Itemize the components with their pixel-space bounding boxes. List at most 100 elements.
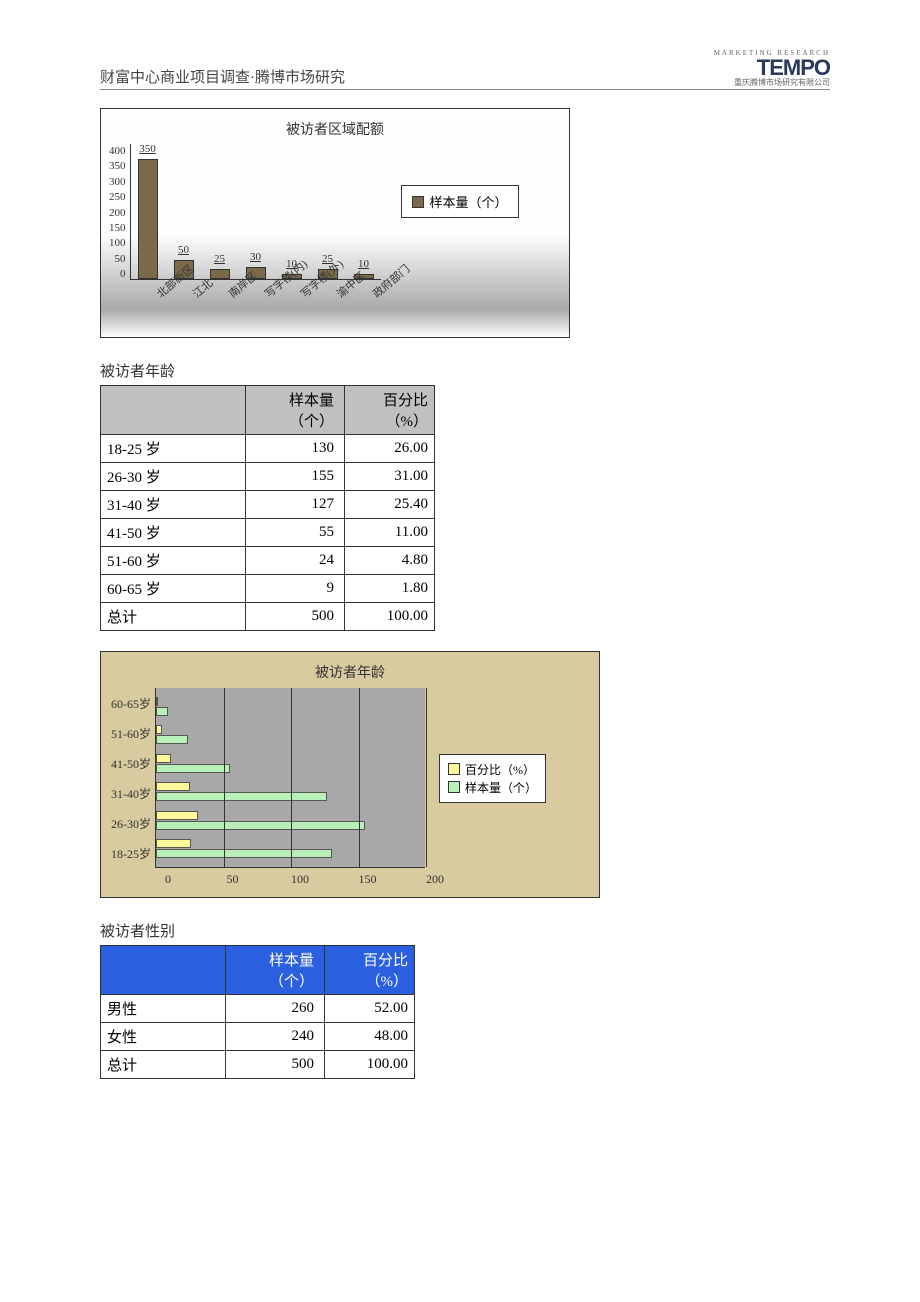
chart2-bar-pct: [156, 782, 190, 791]
table-header-cell: 样本量（个）: [246, 386, 345, 435]
legend-swatch-icon: [412, 196, 424, 208]
table-row: 26-30 岁15531.00: [101, 463, 435, 491]
chart2-plot: [155, 688, 425, 868]
region-quota-chart: 被访者区域配额 400350300250200150100500 3505025…: [100, 108, 570, 338]
logo: MARKETING RESEARCH TEMPO 重庆腾博市场研究有限公司: [714, 50, 830, 87]
table-cell: 31-40 岁: [101, 491, 246, 519]
chart1-ytick: 300: [109, 176, 126, 188]
legend-swatch-icon: [448, 763, 460, 775]
chart1-legend: 样本量（个）: [401, 185, 519, 218]
chart2-bar-pct: [156, 754, 171, 763]
chart2-bar-n: [156, 821, 365, 830]
table-row: 总计500100.00: [101, 1051, 415, 1079]
chart2-legend-item: 百分比（%）: [448, 761, 537, 778]
table-row: 51-60 岁244.80: [101, 547, 435, 575]
header-title: 财富中心商业项目调查·腾博市场研究: [100, 66, 345, 87]
chart1-ytick: 400: [109, 145, 126, 157]
age-table: 样本量（个）百分比（%） 18-25 岁13026.0026-30 岁15531…: [100, 385, 435, 631]
chart2-xtick: 150: [334, 872, 402, 887]
table-cell: 260: [226, 995, 325, 1023]
age-bar-chart: 被访者年龄 60-65岁51-60岁41-50岁31-40岁26-30岁18-2…: [100, 651, 600, 898]
chart1-title: 被访者区域配额: [109, 119, 561, 139]
chart1-data-label: 350: [139, 143, 156, 155]
table-row: 总计500100.00: [101, 603, 435, 631]
chart2-bar-pct: [156, 725, 162, 734]
chart1-ytick: 250: [109, 191, 126, 203]
chart2-category-label: 60-65岁: [111, 695, 151, 712]
table-cell: 总计: [101, 1051, 226, 1079]
chart1-bars: 350502530102510: [130, 144, 381, 280]
chart2-bar-n: [156, 849, 332, 858]
table-cell: 女性: [101, 1023, 226, 1051]
chart1-y-axis: 400350300250200150100500: [109, 145, 130, 280]
chart1-ytick: 50: [115, 253, 126, 265]
chart2-bar-pct: [156, 839, 191, 848]
chart1-data-label: 10: [358, 258, 369, 270]
chart2-bar-n: [156, 735, 188, 744]
logo-text: TEMPO: [714, 57, 830, 79]
chart2-category-label: 41-50岁: [111, 755, 151, 772]
chart2-bar-n: [156, 764, 230, 773]
table-cell: 总计: [101, 603, 246, 631]
table-header-cell: 百分比（%）: [345, 386, 435, 435]
table-cell: 18-25 岁: [101, 435, 246, 463]
table-cell: 155: [246, 463, 345, 491]
table-cell: 240: [226, 1023, 325, 1051]
table-cell: 26-30 岁: [101, 463, 246, 491]
table-cell: 55: [246, 519, 345, 547]
chart1-ytick: 100: [109, 237, 126, 249]
chart1-bar: [210, 269, 230, 279]
chart2-legend-label: 样本量（个）: [465, 779, 537, 796]
table-header-cell: [101, 946, 226, 995]
chart1-category-label: 政府部门: [369, 277, 414, 325]
table-cell: 500: [246, 603, 345, 631]
table-cell: 31.00: [345, 463, 435, 491]
chart2-category-label: 51-60岁: [111, 725, 151, 742]
gender-table-title: 被访者性别: [100, 920, 830, 941]
table-cell: 130: [246, 435, 345, 463]
chart2-bar-pct: [156, 697, 158, 706]
chart2-xtick: 50: [199, 872, 267, 887]
table-cell: 51-60 岁: [101, 547, 246, 575]
chart2-gridline: [426, 688, 427, 867]
table-cell: 11.00: [345, 519, 435, 547]
table-cell: 100.00: [345, 603, 435, 631]
table-header-cell: 百分比（%）: [325, 946, 415, 995]
table-cell: 500: [226, 1051, 325, 1079]
table-cell: 4.80: [345, 547, 435, 575]
table-cell: 1.80: [345, 575, 435, 603]
table-cell: 26.00: [345, 435, 435, 463]
chart2-xtick: 0: [165, 872, 199, 887]
table-cell: 24: [246, 547, 345, 575]
chart2-gridline: [359, 688, 360, 867]
chart2-gridline: [224, 688, 225, 867]
chart1-ytick: 0: [120, 268, 126, 280]
chart2-legend-item: 样本量（个）: [448, 779, 537, 796]
table-cell: 男性: [101, 995, 226, 1023]
chart2-category-label: 26-30岁: [111, 815, 151, 832]
chart1-bar-group: 25: [211, 269, 229, 279]
chart2-bar-n: [156, 792, 327, 801]
legend-swatch-icon: [448, 781, 460, 793]
table-row: 41-50 岁5511.00: [101, 519, 435, 547]
chart2-category-label: 31-40岁: [111, 785, 151, 802]
chart2-xtick: 100: [266, 872, 334, 887]
chart1-x-labels: 北部新区江北南岸区写字楼(内)写字楼(外)渝中区政府部门: [109, 281, 561, 329]
chart2-x-labels: 050100150200: [111, 872, 589, 887]
chart2-category-label: 18-25岁: [111, 845, 151, 862]
table-header-cell: [101, 386, 246, 435]
table-cell: 100.00: [325, 1051, 415, 1079]
table-header-cell: 样本量（个）: [226, 946, 325, 995]
table-row: 18-25 岁13026.00: [101, 435, 435, 463]
page-header: 财富中心商业项目调查·腾博市场研究 MARKETING RESEARCH TEM…: [100, 50, 830, 90]
chart2-bar-n: [156, 707, 168, 716]
table-cell: 41-50 岁: [101, 519, 246, 547]
logo-subtitle: 重庆腾博市场研究有限公司: [714, 79, 830, 87]
chart1-data-label: 25: [214, 253, 225, 265]
chart2-gridline: [291, 688, 292, 867]
chart1-ytick: 350: [109, 160, 126, 172]
chart2-legend: 百分比（%）样本量（个）: [439, 754, 546, 803]
chart1-data-label: 30: [250, 251, 261, 263]
table-cell: 127: [246, 491, 345, 519]
chart1-legend-label: 样本量（个）: [430, 192, 508, 211]
